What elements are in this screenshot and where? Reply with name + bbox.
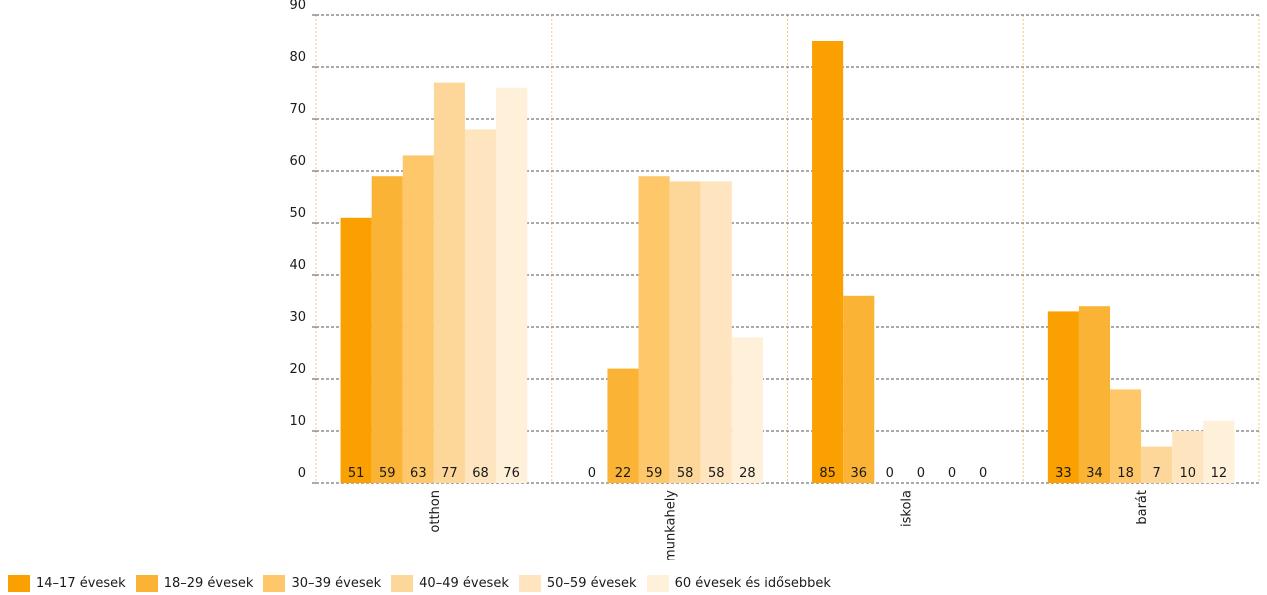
data-label: 51: [348, 466, 365, 481]
data-label: 0: [588, 466, 596, 481]
legend-swatch: [391, 574, 414, 592]
data-label: 63: [410, 466, 427, 481]
data-label: 10: [1180, 466, 1197, 481]
data-label: 33: [1055, 466, 1072, 481]
data-label: 0: [886, 466, 894, 481]
bar: [1110, 389, 1142, 483]
y-tick-label: 20: [289, 362, 306, 377]
bar: [700, 181, 732, 483]
y-tick-label: 50: [289, 206, 306, 221]
data-label: 7: [1153, 466, 1161, 481]
y-tick-label: 80: [289, 50, 306, 65]
bar: [607, 368, 639, 483]
bar: [638, 176, 670, 483]
legend-swatch: [135, 574, 158, 592]
data-label: 0: [948, 466, 956, 481]
legend-swatch: [518, 574, 541, 592]
bar: [669, 181, 701, 483]
legend-item: 60 évesek és idősebbek: [646, 574, 831, 592]
legend-swatch: [8, 574, 30, 592]
legend-label: 14–17 évesek: [36, 575, 126, 591]
y-tick-label: 30: [289, 310, 306, 325]
legend-label: 40–49 évesek: [419, 575, 509, 591]
bar: [340, 217, 372, 484]
x-tick-label: barát: [1135, 490, 1150, 525]
legend-item: 14–17 évesek: [8, 574, 126, 592]
legend-label: 50–59 évesek: [546, 575, 637, 591]
bar: [731, 337, 763, 483]
legend-item: 50–59 évesek: [518, 574, 637, 592]
bar: [1047, 311, 1079, 483]
bar: [1078, 306, 1111, 483]
data-label: 58: [708, 466, 725, 481]
legend-label: 60 évesek és idősebbek: [674, 575, 831, 591]
legend-swatch: [263, 574, 286, 592]
bar: [812, 41, 844, 483]
data-label: 34: [1086, 466, 1103, 481]
x-tick-label: iskola: [899, 490, 914, 527]
bar: [1203, 420, 1235, 483]
y-tick-label: 40: [289, 258, 306, 273]
x-tick-label: munkahely: [664, 490, 679, 560]
y-tick-label: 0: [298, 466, 306, 481]
y-tick-label: 10: [289, 414, 306, 429]
y-tick-label: 70: [289, 102, 306, 117]
data-label: 18: [1117, 466, 1134, 481]
data-label: 12: [1211, 466, 1228, 481]
bar: [843, 295, 875, 483]
data-label: 22: [615, 466, 632, 481]
y-tick-label: 60: [289, 154, 306, 169]
bar: [1172, 431, 1204, 483]
data-label: 0: [979, 466, 987, 481]
bar: [433, 82, 465, 483]
chart-legend: 14–17 évesek 18–29 évesek 30–39 évesek 40–4…: [8, 574, 841, 592]
x-tick-label: otthon: [428, 490, 443, 533]
data-label: 36: [850, 466, 867, 481]
legend-label: 18–29 évesek: [163, 575, 254, 591]
data-label: 28: [739, 466, 756, 481]
legend-item: 30–39 évesek: [263, 574, 382, 592]
y-tick-label: 90: [289, 0, 306, 13]
legend-swatch: [646, 574, 669, 592]
legend-label: 30–39 évesek: [291, 575, 382, 591]
bar: [464, 129, 497, 483]
data-label: 68: [472, 466, 489, 481]
data-label: 59: [379, 466, 396, 481]
bar: [371, 176, 403, 483]
bar: [402, 155, 434, 483]
data-label: 0: [917, 466, 925, 481]
data-label: 85: [819, 466, 836, 481]
legend-item: 40–49 évesek: [391, 574, 509, 592]
bar: [496, 87, 528, 484]
data-label: 76: [503, 466, 520, 481]
data-label: 77: [441, 466, 458, 481]
data-label: 59: [646, 466, 663, 481]
legend-item: 18–29 évesek: [135, 574, 254, 592]
bar: [1141, 446, 1173, 483]
data-label: 58: [677, 466, 694, 481]
